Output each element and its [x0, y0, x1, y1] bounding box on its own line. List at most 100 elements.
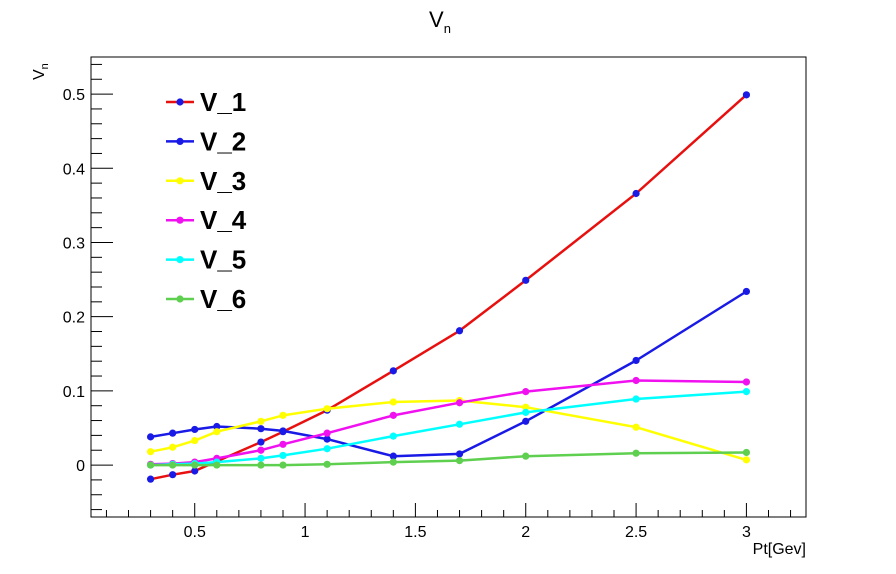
data-point: [632, 449, 640, 457]
data-point: [146, 475, 155, 483]
data-point: [522, 403, 530, 411]
data-point: [279, 427, 287, 435]
legend-label: V_3: [200, 166, 246, 196]
data-point: [257, 461, 265, 469]
data-point: [632, 376, 640, 385]
legend-label: V_6: [200, 284, 246, 314]
data-point: [279, 461, 287, 469]
y-tick-label: 0.1: [63, 384, 85, 401]
x-tick-label: 1: [301, 524, 310, 541]
data-point: [742, 378, 751, 386]
data-point: [632, 356, 640, 365]
data-point: [257, 438, 265, 446]
y-tick-label: 0.3: [63, 235, 85, 252]
y-tick-label: 0.5: [63, 87, 85, 104]
data-point: [389, 458, 397, 466]
data-point: [742, 388, 751, 396]
data-point: [191, 467, 199, 475]
data-point: [191, 436, 199, 445]
legend-swatch-marker: [176, 177, 184, 185]
legend-swatch-marker: [176, 295, 184, 303]
x-tick-label: 3: [742, 524, 751, 541]
y-tick-label: 0.4: [63, 161, 85, 178]
data-point: [323, 429, 331, 437]
data-point: [257, 417, 265, 425]
legend-swatch-marker: [176, 137, 184, 145]
data-point: [389, 367, 397, 375]
data-point: [146, 433, 155, 441]
legend-item-V_6: V_6: [166, 284, 246, 314]
data-point: [213, 422, 221, 431]
y-axis: 0 0.1 0.2 0.3 0.4 0.5: [63, 63, 113, 511]
legend-label: V_2: [200, 126, 246, 156]
data-point: [191, 461, 199, 469]
data-point: [279, 411, 287, 419]
x-axis-title: Pt[Gev]: [753, 541, 806, 558]
legend-item-V_4: V_4: [166, 205, 247, 235]
data-point: [257, 454, 265, 462]
series-line: [150, 93, 748, 481]
data-point: [323, 405, 331, 413]
data-point: [455, 420, 464, 428]
y-tick-label: 0: [76, 458, 85, 475]
legend-swatch-marker: [176, 98, 184, 106]
data-point: [455, 450, 464, 458]
legend-label: V_4: [200, 205, 247, 235]
data-point: [742, 287, 751, 296]
data-point: [389, 432, 397, 440]
data-point: [191, 425, 199, 434]
series-line: [150, 379, 747, 466]
data-point: [323, 435, 331, 443]
legend-swatch-marker: [176, 216, 184, 224]
series-V_6: [146, 448, 751, 469]
data-point: [522, 388, 530, 396]
data-point: [522, 276, 530, 284]
data-point: [146, 461, 155, 469]
series-line: [150, 390, 747, 467]
chart-title: Vn: [429, 7, 451, 36]
data-point: [742, 91, 751, 99]
data-point: [742, 448, 751, 457]
data-point: [389, 452, 397, 460]
data-point: [455, 399, 464, 407]
data-point: [257, 425, 265, 433]
x-tick-label: 2: [521, 524, 530, 541]
data-point: [323, 460, 331, 468]
legend-swatch-marker: [176, 256, 184, 264]
data-point: [323, 445, 331, 453]
data-point: [169, 429, 177, 437]
legend-item-V_5: V_5: [166, 245, 246, 275]
legend: V_1 V_2 V_3 V_4 V_5 V_6: [166, 87, 247, 314]
x-tick-label: 2.5: [625, 524, 647, 541]
y-tick-label: 0.2: [63, 310, 85, 327]
legend-label: V_5: [200, 245, 246, 275]
data-point: [632, 189, 640, 198]
data-point: [389, 411, 397, 419]
data-point: [213, 461, 221, 469]
series-layer: [146, 91, 751, 483]
series-line: [150, 451, 747, 467]
data-point: [169, 471, 177, 479]
data-point: [279, 451, 287, 460]
data-point: [522, 417, 530, 425]
x-tick-label: 0.5: [184, 524, 206, 541]
legend-item-V_3: V_3: [166, 166, 246, 196]
data-point: [522, 408, 530, 416]
legend-item-V_2: V_2: [166, 126, 246, 156]
legend-item-V_1: V_1: [166, 87, 246, 117]
data-point: [389, 398, 397, 406]
data-point: [742, 456, 751, 464]
data-point: [522, 452, 530, 460]
data-point: [279, 440, 287, 448]
data-point: [213, 428, 221, 436]
data-point: [169, 443, 177, 451]
data-point: [632, 395, 640, 403]
data-point: [632, 423, 640, 431]
data-point: [169, 461, 177, 469]
data-point: [455, 327, 464, 335]
data-point: [455, 457, 464, 465]
x-axis: 0.5 1 1.5 2 2.5 3: [105, 503, 792, 541]
data-point: [257, 446, 265, 454]
